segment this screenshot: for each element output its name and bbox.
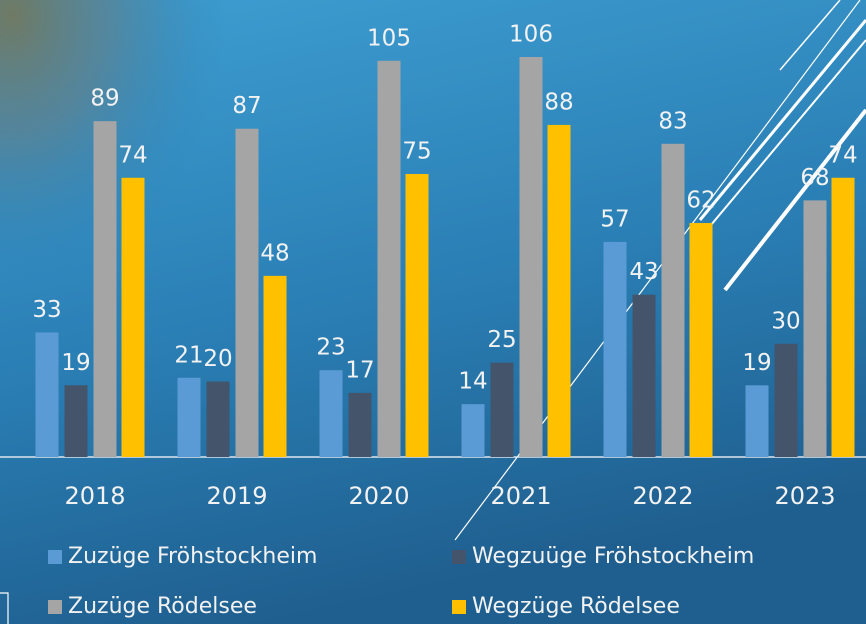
legend-swatch bbox=[452, 550, 466, 564]
data-label: 48 bbox=[260, 240, 289, 266]
legend-label: Zuzüge Fröhstockheim bbox=[68, 544, 317, 569]
data-label: 106 bbox=[509, 22, 553, 48]
bar bbox=[547, 124, 571, 457]
decoration bbox=[0, 592, 9, 624]
bar bbox=[803, 200, 827, 457]
bar bbox=[774, 343, 798, 457]
data-label: 17 bbox=[345, 357, 374, 383]
x-tick-label: 2023 bbox=[774, 482, 835, 510]
bar bbox=[263, 275, 287, 457]
bar bbox=[745, 385, 769, 457]
data-label: 21 bbox=[174, 342, 203, 368]
data-label: 33 bbox=[32, 297, 61, 323]
data-label: 68 bbox=[800, 165, 829, 191]
data-label: 74 bbox=[118, 142, 147, 168]
bar bbox=[177, 377, 201, 457]
legend-label: Wegzüge Rödelsee bbox=[472, 594, 680, 619]
data-label: 25 bbox=[487, 327, 516, 353]
bar bbox=[377, 60, 401, 457]
x-tick-label: 2019 bbox=[206, 482, 267, 510]
legend-swatch bbox=[48, 550, 62, 564]
data-label: 43 bbox=[629, 259, 658, 285]
x-tick-label: 2018 bbox=[64, 482, 125, 510]
data-label: 14 bbox=[458, 369, 487, 395]
bar bbox=[519, 57, 543, 457]
bar bbox=[206, 381, 230, 457]
legend-swatch bbox=[48, 600, 62, 614]
photo bbox=[0, 0, 240, 300]
bar bbox=[35, 332, 59, 457]
data-label: 23 bbox=[316, 335, 345, 361]
bar bbox=[121, 177, 145, 458]
x-tick-label: 2021 bbox=[490, 482, 551, 510]
bar bbox=[235, 128, 259, 457]
bar bbox=[319, 370, 343, 457]
data-label: 19 bbox=[742, 350, 771, 376]
bar bbox=[603, 241, 627, 457]
data-label: 20 bbox=[203, 346, 232, 372]
data-label: 30 bbox=[771, 308, 800, 334]
data-label: 19 bbox=[61, 350, 90, 376]
bar bbox=[632, 294, 656, 457]
bar bbox=[93, 121, 117, 457]
data-label: 88 bbox=[544, 89, 573, 115]
data-label: 89 bbox=[90, 86, 119, 112]
legend-label: Zuzüge Rödelsee bbox=[68, 594, 257, 619]
legend-swatch bbox=[452, 600, 466, 614]
data-label: 74 bbox=[828, 142, 857, 168]
bar bbox=[461, 404, 485, 457]
bar bbox=[689, 223, 713, 457]
data-label: 83 bbox=[658, 108, 687, 134]
data-label: 57 bbox=[600, 206, 629, 232]
data-label: 75 bbox=[402, 138, 431, 164]
bar bbox=[405, 173, 429, 457]
data-label: 62 bbox=[686, 188, 715, 214]
bar bbox=[64, 385, 88, 457]
bar bbox=[490, 362, 514, 457]
data-label: 87 bbox=[232, 93, 261, 119]
bar bbox=[348, 392, 372, 457]
x-tick-label: 2020 bbox=[348, 482, 409, 510]
bar bbox=[831, 177, 855, 458]
legend-label: Wegzuüge Fröhstockheim bbox=[472, 544, 754, 569]
bar bbox=[661, 143, 685, 457]
x-tick-label: 2022 bbox=[632, 482, 693, 510]
data-label: 105 bbox=[367, 25, 411, 51]
